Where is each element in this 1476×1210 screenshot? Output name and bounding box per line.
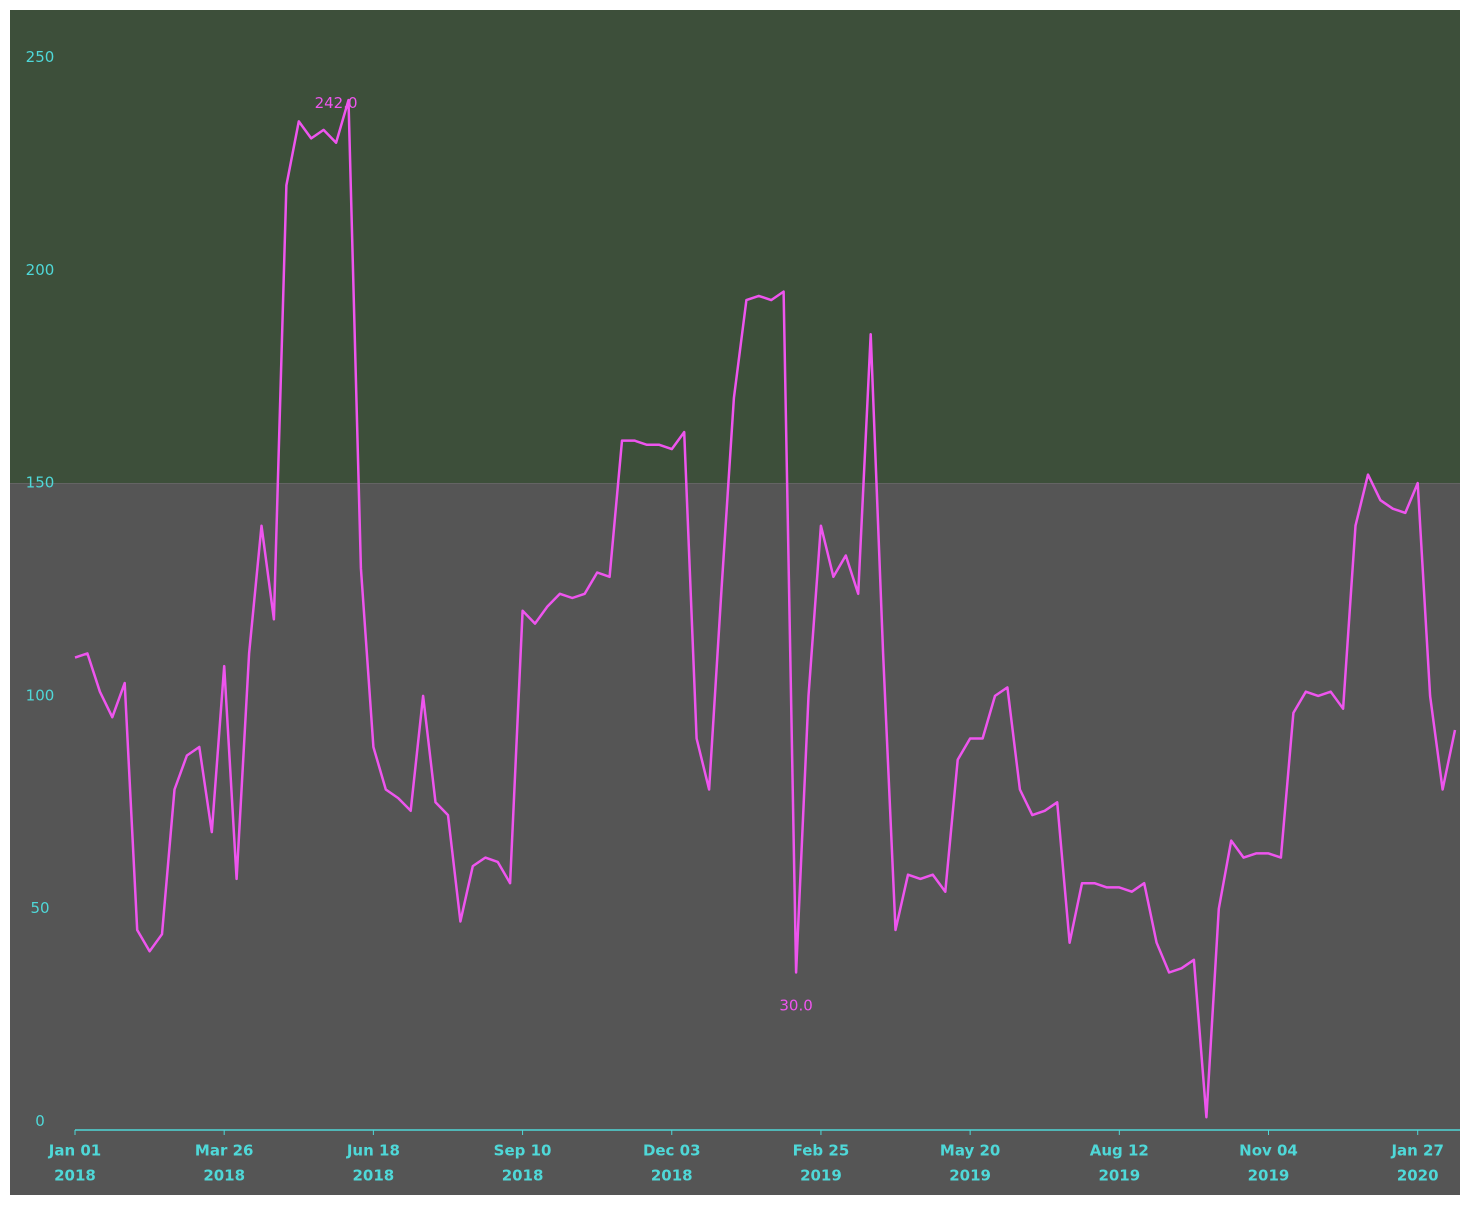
x-tick-label: 2019 [1248, 1167, 1290, 1185]
x-tick-label: 2018 [651, 1167, 693, 1185]
annotation: 242.0 [315, 94, 358, 112]
y-tick-label: 200 [26, 261, 55, 279]
y-tick-label: 150 [26, 474, 55, 492]
x-tick-label: 2020 [1397, 1167, 1439, 1185]
data-line [74, 98, 1457, 1119]
y-tick-label: 100 [26, 686, 55, 704]
x-tick-label: Feb 25 [793, 1142, 850, 1160]
x-tick-label: Sep 10 [494, 1142, 552, 1160]
x-tick-label: 2019 [1098, 1167, 1140, 1185]
x-tick-label: 2018 [353, 1167, 395, 1185]
annotation: 30.0 [779, 996, 812, 1014]
x-tick-label: Jan 01 [48, 1142, 101, 1160]
x-tick-label: 2019 [800, 1167, 842, 1185]
y-tick-label: 50 [30, 899, 49, 917]
y-tick-label: 250 [26, 48, 55, 66]
x-tick-label: Nov 04 [1239, 1142, 1298, 1160]
plot-background-above [10, 10, 1460, 484]
x-tick-label: 2018 [54, 1167, 96, 1185]
x-tick-label: May 20 [940, 1142, 1000, 1160]
x-tick-label: Mar 26 [195, 1142, 254, 1160]
plot-background-below [10, 483, 1460, 1195]
x-tick-label: 2018 [203, 1167, 245, 1185]
x-tick-label: Aug 12 [1090, 1142, 1149, 1160]
x-tick-label: 2018 [502, 1167, 544, 1185]
x-tick-label: Jan 27 [1390, 1142, 1443, 1160]
x-tick-label: 2019 [949, 1167, 991, 1185]
y-tick-label: 0 [35, 1112, 45, 1130]
x-tick-label: Dec 03 [643, 1142, 701, 1160]
x-tick-label: Jun 18 [346, 1142, 400, 1160]
